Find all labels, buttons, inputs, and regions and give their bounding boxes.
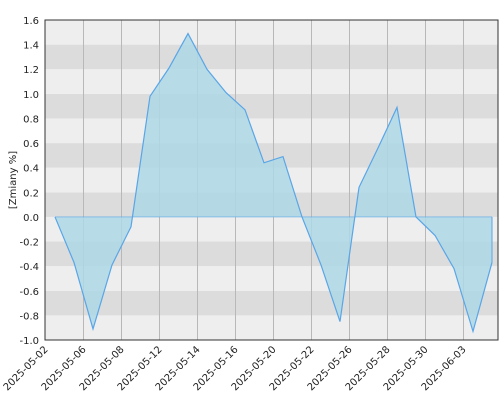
y-tick-label: 0.0 <box>23 213 39 224</box>
y-tick-label: 1.2 <box>23 65 39 76</box>
y-tick-label: 0.2 <box>23 188 39 199</box>
grid-band <box>45 93 498 119</box>
y-tick-label: 0.4 <box>23 164 39 175</box>
grid-band <box>45 266 498 291</box>
y-tick-label: 1.6 <box>23 16 39 27</box>
grid-band <box>45 69 498 94</box>
y-tick-label: 1.0 <box>23 90 39 101</box>
y-tick-label: 0.8 <box>23 114 39 125</box>
y-tick-label: 0.6 <box>23 139 39 150</box>
y-tick-label: -0.2 <box>19 238 39 249</box>
plot-frame <box>44 19 499 341</box>
y-tick-label: -0.8 <box>19 311 39 322</box>
grid-band <box>45 44 498 70</box>
grid-band <box>45 315 498 340</box>
y-axis-label: [Zmiany %] <box>8 151 19 209</box>
y-tick-label: 1.4 <box>23 41 39 52</box>
grid-band <box>45 118 498 144</box>
series-line <box>54 32 493 334</box>
grid-band <box>45 290 498 316</box>
grid-band <box>45 20 498 45</box>
y-tick-label: -1.0 <box>19 336 39 347</box>
y-tick-label: -0.4 <box>19 262 39 273</box>
y-tick-label: -0.6 <box>19 287 39 298</box>
area-fill <box>55 33 492 332</box>
